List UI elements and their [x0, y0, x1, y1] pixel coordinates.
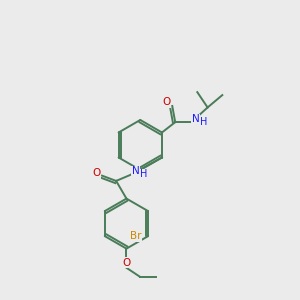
Text: N: N [132, 167, 140, 176]
Text: O: O [162, 98, 170, 107]
Text: Br: Br [130, 231, 142, 241]
Text: H: H [200, 117, 208, 127]
Text: O: O [93, 168, 101, 178]
Text: O: O [122, 258, 130, 268]
Text: N: N [192, 114, 200, 124]
Text: H: H [140, 169, 148, 179]
